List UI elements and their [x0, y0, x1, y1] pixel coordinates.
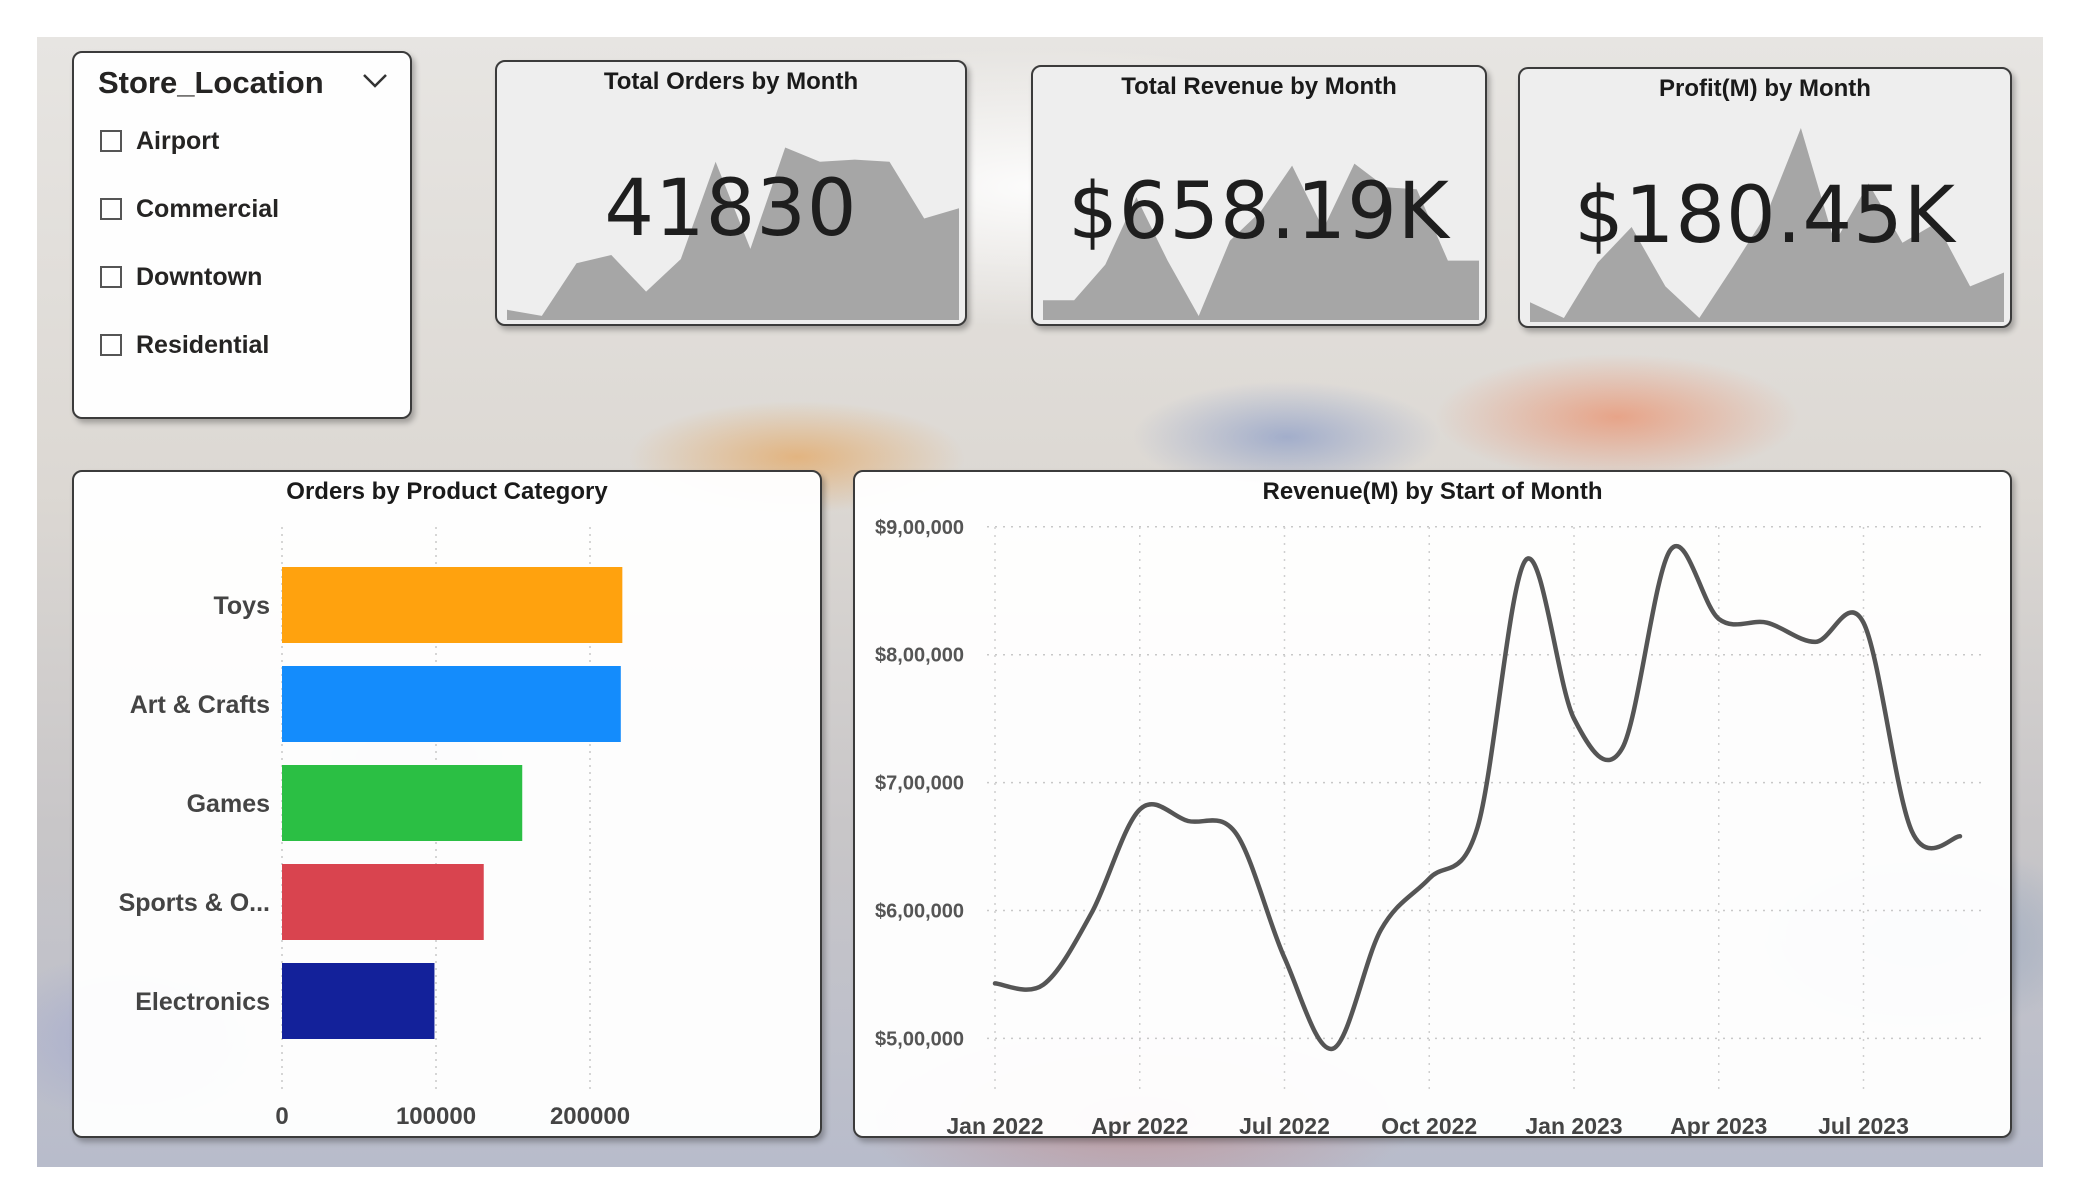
- data-point: [1619, 745, 1625, 751]
- category-label: Electronics: [135, 988, 270, 1016]
- data-point: [1330, 1046, 1336, 1052]
- bar: [282, 567, 623, 643]
- slicer-item-downtown[interactable]: Downtown: [100, 262, 262, 292]
- slicer-item-label: Downtown: [136, 262, 263, 291]
- data-point: [1523, 557, 1529, 563]
- chevron-down-icon[interactable]: [362, 73, 388, 89]
- slicer-item-residential[interactable]: Residential: [100, 330, 269, 360]
- y-tick-label: $9,00,000: [875, 517, 964, 539]
- data-point: [1571, 716, 1577, 722]
- revenue-line: [992, 544, 1963, 1051]
- x-tick-label: Jul 2022: [1239, 1113, 1330, 1136]
- x-tick-label: Jul 2023: [1818, 1113, 1909, 1136]
- slicer-title: Store_Location: [98, 65, 324, 100]
- kpi-title: Profit(M) by Month: [1659, 75, 1871, 102]
- data-point: [1137, 806, 1143, 812]
- checkbox[interactable]: [100, 130, 122, 152]
- x-tick-label: Apr 2022: [1091, 1113, 1188, 1136]
- kpi-trend-area: [1530, 128, 2004, 322]
- data-point: [1282, 955, 1288, 961]
- slicer-item-commercial[interactable]: Commercial: [100, 194, 279, 224]
- report-canvas: Store_Location Airport Commercial Downto…: [37, 37, 2043, 1167]
- bar: [282, 765, 523, 841]
- kpi-trend-area: [1043, 163, 1479, 320]
- kpi-sparkline: [1043, 163, 1479, 320]
- category-label: Sports & O...: [119, 889, 270, 917]
- chart-title: Orders by Product Category: [286, 478, 608, 505]
- data-point: [1233, 831, 1239, 837]
- data-point: [1812, 639, 1818, 645]
- chart-title: Revenue(M) by Start of Month: [1262, 478, 1603, 505]
- kpi-card-profit[interactable]: Profit(M) by Month $180.45K: [1518, 67, 2012, 328]
- data-point: [1040, 982, 1046, 988]
- kpi-title: Total Revenue by Month: [1121, 73, 1397, 100]
- kpi-card-total-revenue[interactable]: Total Revenue by Month $658.19K: [1031, 65, 1487, 326]
- kpi-value: $658.19K: [1068, 167, 1450, 257]
- data-point: [992, 980, 998, 986]
- checkbox[interactable]: [100, 198, 122, 220]
- kpi-card-total-orders[interactable]: Total Orders by Month 41830: [495, 60, 967, 326]
- category-label: Games: [187, 790, 270, 818]
- category-label: Art & Crafts: [130, 691, 270, 719]
- kpi-sparkline: [1530, 128, 2004, 322]
- data-point: [1716, 616, 1722, 622]
- kpi-title: Total Orders by Month: [603, 68, 859, 95]
- data-point: [1909, 828, 1915, 834]
- x-tick-label: Jan 2022: [946, 1113, 1043, 1136]
- checkbox[interactable]: [100, 266, 122, 288]
- kpi-trend-area: [507, 147, 959, 320]
- x-tick-label: Jan 2023: [1525, 1113, 1622, 1136]
- revenue-by-month-chart: $5,00,000 $6,00,000 $7,00,000 $8,00,000 $9,0…: [875, 517, 1985, 1136]
- kpi-value: $180.45K: [1574, 171, 1956, 261]
- data-point: [1668, 547, 1674, 553]
- y-tick-label: $5,00,000: [875, 1028, 964, 1050]
- data-point: [1861, 620, 1867, 626]
- orders-by-category-card[interactable]: Orders by Product Category Toys Art & Cra…: [72, 470, 822, 1138]
- orders-by-category-chart: Toys Art & Crafts Games Sports & O... Electr…: [119, 527, 630, 1130]
- kpi-sparkline: [507, 147, 959, 320]
- kpi-value: 41830: [604, 164, 858, 254]
- slicer-item-label: Residential: [136, 330, 270, 359]
- store-location-slicer[interactable]: Store_Location Airport Commercial Downto…: [72, 51, 412, 419]
- checkbox[interactable]: [100, 334, 122, 356]
- slicer-item-label: Airport: [136, 126, 220, 155]
- data-point: [1475, 824, 1481, 830]
- bar: [282, 666, 621, 742]
- category-label: Toys: [214, 592, 271, 620]
- x-tick-label: 100000: [396, 1103, 476, 1130]
- data-point: [1426, 876, 1432, 882]
- data-point: [1957, 833, 1963, 839]
- x-tick-label: Apr 2023: [1670, 1113, 1767, 1136]
- y-tick-label: $8,00,000: [875, 645, 964, 667]
- data-point: [1764, 620, 1770, 626]
- data-point: [1089, 910, 1095, 916]
- bar: [282, 963, 435, 1039]
- x-tick-label: 0: [275, 1103, 288, 1130]
- data-point: [1378, 927, 1384, 933]
- x-tick-label: Oct 2022: [1381, 1113, 1477, 1136]
- data-point: [1185, 818, 1191, 824]
- bar: [282, 864, 484, 940]
- slicer-item-label: Commercial: [136, 194, 280, 223]
- y-tick-label: $6,00,000: [875, 901, 964, 923]
- y-tick-label: $7,00,000: [875, 773, 964, 795]
- revenue-by-month-card[interactable]: Revenue(M) by Start of Month $5,00,000 $6…: [853, 470, 2012, 1138]
- x-tick-label: 200000: [550, 1103, 630, 1130]
- slicer-item-airport[interactable]: Airport: [100, 126, 219, 156]
